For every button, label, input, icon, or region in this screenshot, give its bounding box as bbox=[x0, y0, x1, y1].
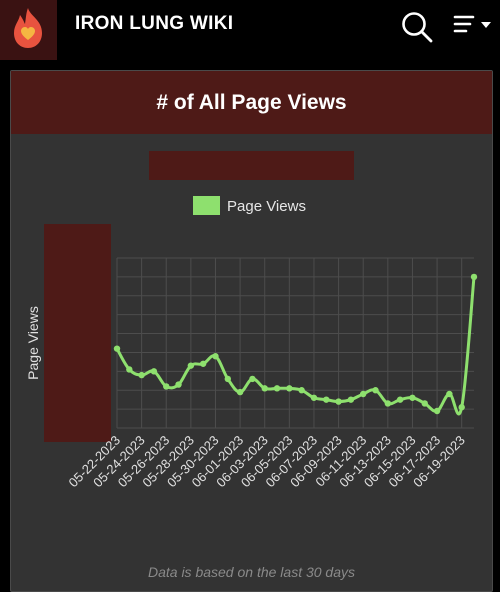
data-point bbox=[347, 396, 355, 403]
site-logo[interactable] bbox=[0, 0, 57, 60]
data-point bbox=[396, 396, 404, 403]
data-point bbox=[421, 400, 428, 407]
data-point bbox=[150, 368, 158, 375]
data-point bbox=[249, 375, 256, 383]
data-point bbox=[458, 404, 465, 411]
x-axis-ticks: 05-22-202305-24-202305-26-202305-28-2023… bbox=[65, 433, 467, 491]
data-point bbox=[310, 394, 318, 401]
flame-heart-icon bbox=[14, 8, 42, 48]
card-header: # of All Page Views bbox=[11, 71, 492, 134]
card-title: # of All Page Views bbox=[156, 91, 347, 114]
search-icon[interactable] bbox=[400, 10, 434, 44]
data-point bbox=[446, 390, 453, 398]
y-axis-label: Page Views bbox=[25, 306, 41, 380]
data-point bbox=[384, 400, 392, 407]
data-point bbox=[323, 396, 330, 403]
menu-dropdown-icon[interactable] bbox=[453, 12, 495, 42]
data-point bbox=[212, 353, 219, 360]
data-point bbox=[113, 345, 121, 352]
top-bar: IRON LUNG WIKI bbox=[0, 0, 500, 60]
page-views-chart: Page Views Page Views 05-22-202305-24-20… bbox=[25, 151, 478, 491]
data-point bbox=[360, 390, 367, 398]
data-point bbox=[163, 383, 170, 390]
data-point bbox=[199, 360, 207, 367]
data-point bbox=[298, 387, 305, 394]
legend-label: Page Views bbox=[227, 198, 306, 215]
series-line-page-views bbox=[115, 275, 476, 416]
data-point bbox=[126, 366, 133, 373]
data-point bbox=[261, 385, 268, 392]
data-point bbox=[409, 394, 416, 401]
data-point bbox=[138, 371, 145, 379]
page-views-card: # of All Page Views Page Views Page View… bbox=[10, 70, 493, 592]
data-point bbox=[273, 385, 281, 392]
data-point bbox=[286, 385, 293, 392]
data-point bbox=[187, 362, 195, 369]
legend-swatch bbox=[193, 196, 220, 215]
data-point bbox=[175, 381, 182, 388]
data-point bbox=[372, 387, 379, 394]
data-point bbox=[470, 273, 478, 281]
data-points bbox=[113, 273, 478, 415]
redacted-y-axis-block bbox=[44, 224, 111, 442]
data-point bbox=[224, 375, 231, 383]
data-point bbox=[433, 407, 441, 415]
redacted-title-block bbox=[149, 151, 354, 180]
data-point bbox=[236, 388, 244, 396]
data-point bbox=[335, 398, 342, 405]
site-title[interactable]: IRON LUNG WIKI bbox=[75, 13, 234, 34]
footer-note: Data is based on the last 30 days bbox=[147, 564, 356, 580]
